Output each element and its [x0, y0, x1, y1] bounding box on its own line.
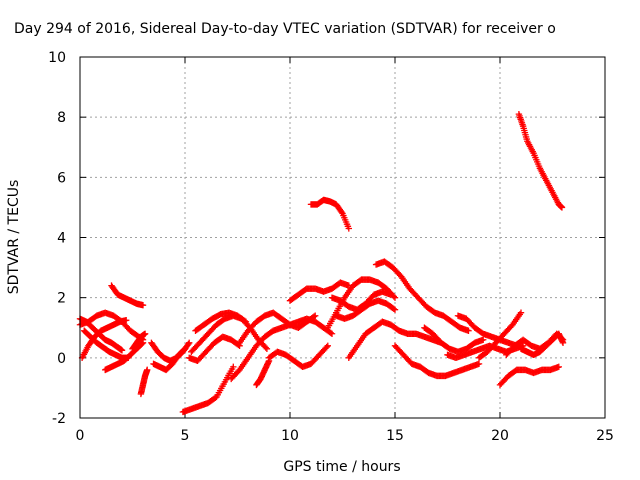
data-point: [310, 313, 318, 320]
x-tick-label: 25: [596, 428, 614, 444]
data-point: [323, 343, 330, 351]
series-arc-06: [102, 339, 147, 374]
series-arc-18: [265, 342, 331, 371]
x-tick-label: 0: [76, 428, 85, 444]
series-arc-14: [186, 333, 243, 365]
data-point: [517, 309, 525, 316]
series-arc-20: [307, 196, 352, 232]
series-arc-25: [372, 258, 472, 334]
data-point: [186, 339, 193, 346]
plot-frame: [79, 56, 606, 419]
data-point: [180, 346, 188, 353]
data-point: [390, 305, 397, 313]
data-point: [480, 336, 487, 343]
series-arc-26: [391, 342, 483, 380]
series-arc-24: [345, 318, 445, 362]
data-point: [241, 317, 248, 325]
data-point: [345, 225, 352, 232]
series-arc-07: [129, 330, 149, 353]
y-axis-label: SDTVAR / TECUs: [6, 180, 22, 295]
data-point: [475, 360, 483, 368]
data-point: [327, 329, 334, 337]
data-point: [181, 345, 189, 353]
data-point: [144, 366, 151, 374]
series-arc-27: [421, 324, 487, 356]
series-arc-23: [333, 297, 399, 322]
series-arc-34: [515, 110, 566, 211]
series-arc-19: [286, 279, 352, 304]
data-point: [559, 339, 567, 346]
data-point: [242, 318, 250, 325]
data-point: [123, 317, 130, 324]
data-point: [328, 330, 336, 337]
y-tick-label: 8: [57, 110, 66, 126]
series-arc-10: [150, 345, 189, 374]
x-tick-label: 20: [491, 428, 509, 444]
y-tick-label: 2: [57, 291, 66, 307]
series-arc-16: [236, 309, 319, 346]
data-point: [391, 306, 399, 313]
data-point: [338, 208, 345, 216]
data-point: [324, 342, 331, 349]
chart-title: Day 294 of 2016, Sidereal Day-to-day VTE…: [14, 21, 556, 37]
x-axis-label: GPS time / hours: [283, 459, 400, 475]
series-arc-33: [517, 330, 567, 359]
data-point: [555, 363, 562, 371]
x-tick-label: 15: [386, 428, 404, 444]
series-arc-30: [475, 309, 525, 362]
series-arc-08: [137, 366, 151, 398]
series-arc-09: [148, 339, 193, 365]
y-tick-label: 6: [57, 170, 66, 186]
series-arc-17: [253, 357, 273, 389]
data-point: [263, 345, 271, 353]
x-tick-label: 10: [281, 428, 299, 444]
data-point: [312, 312, 319, 319]
data-point: [138, 340, 146, 347]
series-arc-15: [228, 315, 336, 383]
series-arc-04: [108, 282, 147, 309]
series-arc-13: [192, 309, 250, 334]
y-tick-label: -2: [52, 411, 66, 427]
y-tick-label: 4: [57, 231, 66, 247]
data-point: [141, 330, 149, 337]
series-arc-31: [496, 363, 562, 389]
data-point: [387, 291, 394, 298]
data-points: [76, 110, 567, 416]
data-point: [391, 294, 399, 301]
axis-ticks: 0 5 10 15 20 25 -2 0 2 4 6 8 10: [48, 50, 614, 444]
series-arc-03: [78, 317, 130, 362]
data-point: [465, 327, 472, 334]
y-tick-label: 0: [57, 351, 66, 367]
data-point: [262, 344, 269, 351]
data-point: [185, 340, 192, 348]
data-point: [139, 301, 147, 309]
data-point: [558, 204, 566, 211]
data-point: [230, 363, 237, 371]
data-point: [139, 339, 147, 346]
series-arc-11: [179, 363, 237, 416]
x-tick-label: 5: [181, 428, 190, 444]
y-tick-label: 10: [48, 50, 66, 66]
data-point: [118, 347, 126, 354]
